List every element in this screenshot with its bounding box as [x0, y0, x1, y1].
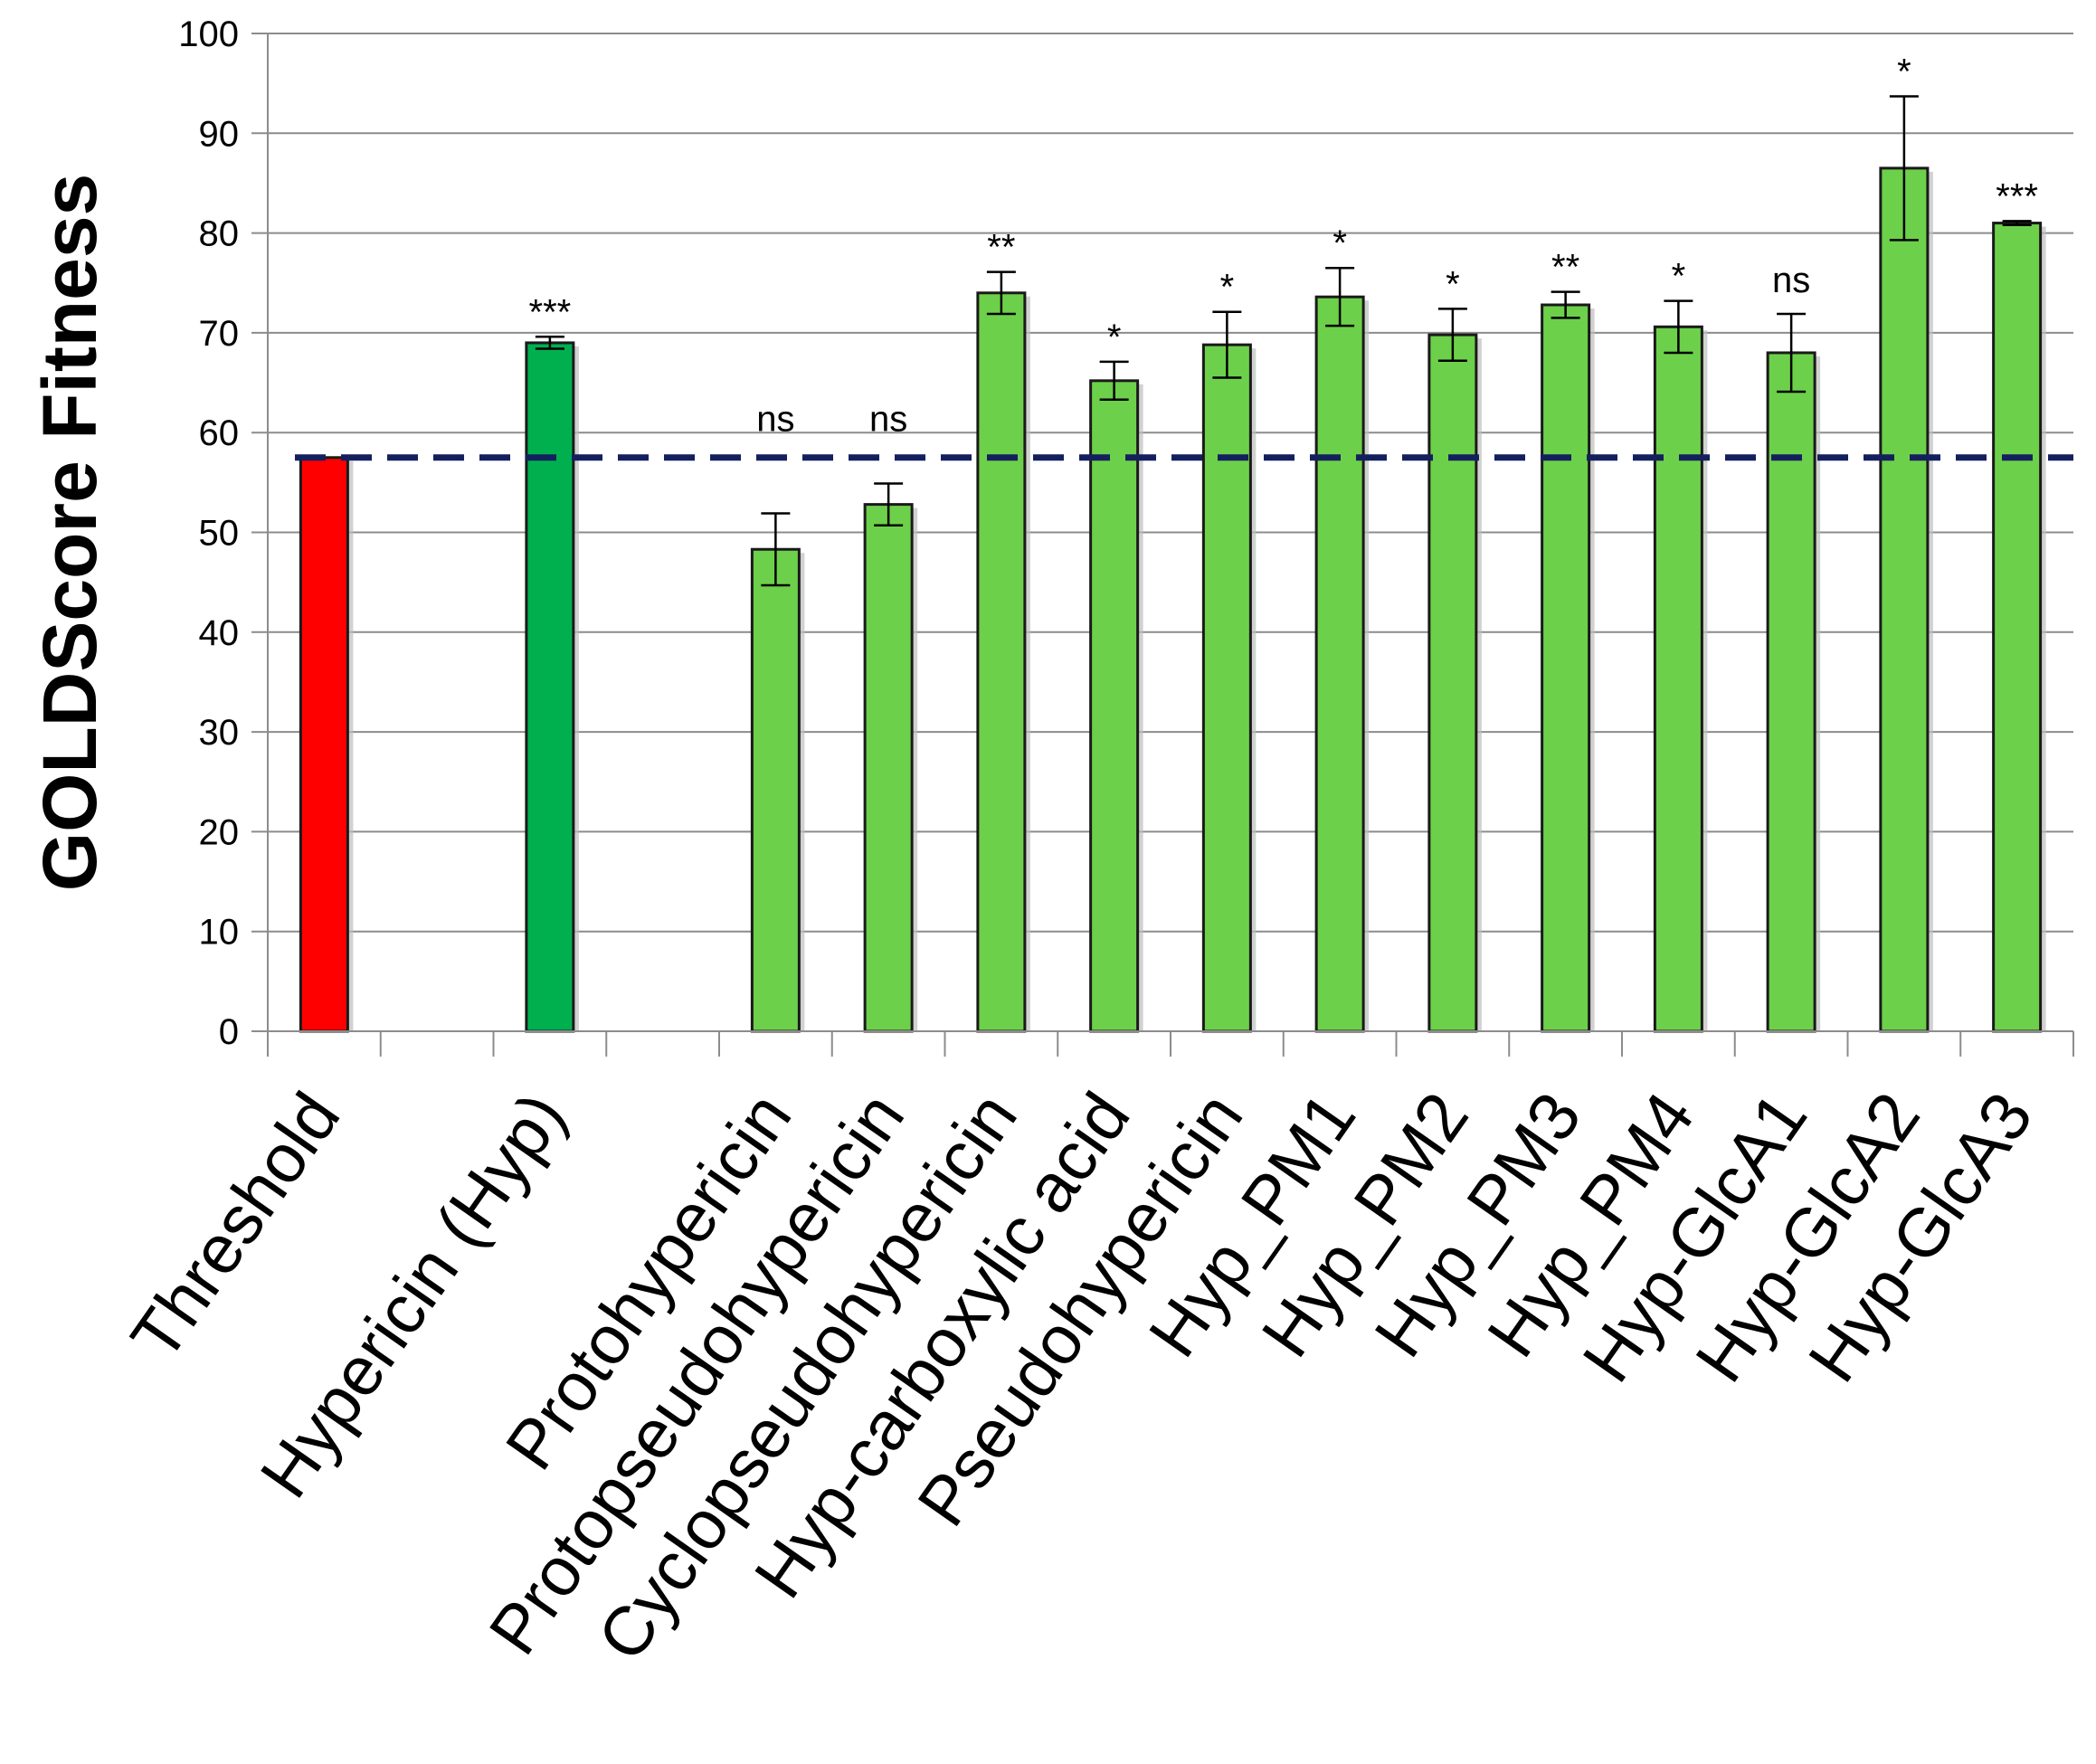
significance-label: *	[1333, 223, 1347, 263]
bar	[976, 291, 1027, 1033]
bar	[1089, 379, 1140, 1033]
axes	[267, 33, 2074, 1057]
y-tick-label: 0	[219, 1012, 239, 1052]
significance-labels: ***ns ns****** ** * ns****	[529, 52, 2038, 439]
y-tick-label: 50	[199, 514, 240, 554]
bar	[1653, 325, 1703, 1033]
bar	[1201, 343, 1252, 1033]
y-tick-label: 20	[199, 812, 240, 852]
significance-label: ***	[529, 292, 572, 332]
bar	[1992, 222, 2043, 1033]
y-axis-label: GOLDScore Fitness	[27, 174, 112, 892]
y-tick-label: 100	[178, 14, 239, 54]
error-bars	[535, 95, 2032, 587]
bar	[1314, 295, 1365, 1033]
significance-label: *	[1446, 264, 1460, 304]
significance-label: *	[1897, 52, 1911, 91]
y-tick-label: 30	[199, 713, 240, 753]
category-label: Threshold	[117, 1079, 355, 1374]
bar	[1427, 333, 1478, 1033]
significance-label: *	[1672, 257, 1686, 297]
significance-label: ***	[1996, 176, 2038, 216]
y-tick-label: 60	[199, 413, 240, 453]
bar	[750, 547, 801, 1033]
y-tick-label: 40	[199, 613, 240, 653]
bar	[299, 456, 349, 1033]
significance-label: ns	[869, 399, 907, 439]
y-tick-label: 10	[199, 913, 240, 953]
y-tick-labels: 0 10 20 30 40 50 60 70 80 90 100	[178, 14, 239, 1052]
y-tick-label: 90	[199, 114, 240, 154]
significance-label: ns	[1772, 261, 1810, 300]
y-tick-label: 70	[199, 314, 240, 354]
bar	[863, 503, 914, 1033]
y-tick-label: 80	[199, 214, 240, 254]
significance-label: ns	[756, 399, 794, 439]
bar	[525, 341, 575, 1033]
significance-label: **	[987, 228, 1015, 268]
bar	[1541, 303, 1591, 1033]
significance-label: *	[1107, 318, 1122, 357]
significance-label: *	[1220, 268, 1235, 308]
bar	[1879, 166, 1930, 1033]
significance-label: **	[1551, 248, 1579, 288]
